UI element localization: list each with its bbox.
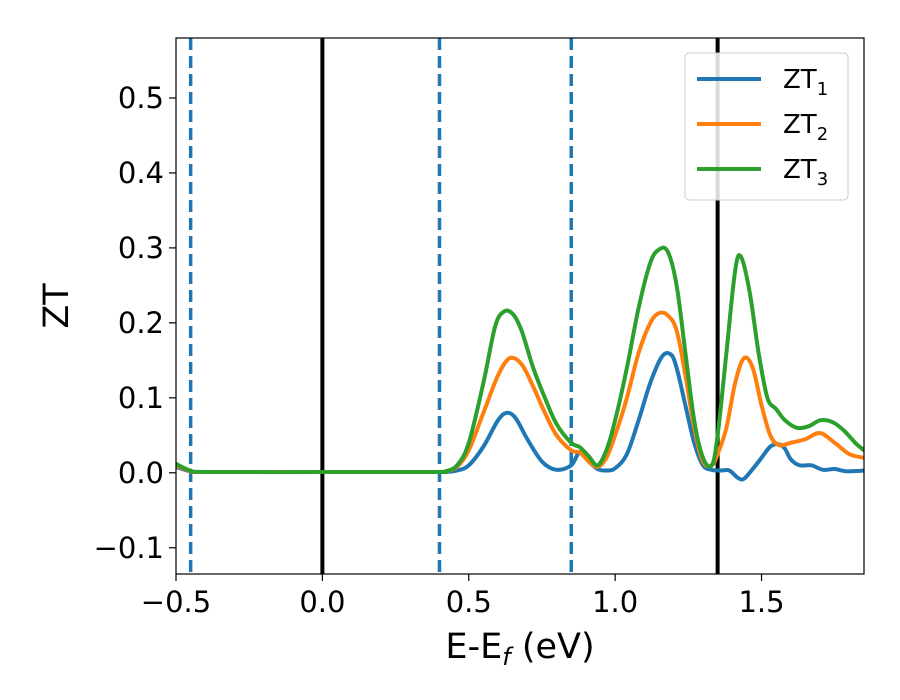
x-axis-label: E-Ef (eV)	[445, 627, 594, 671]
series-line-2	[176, 310, 864, 475]
legend-box	[684, 52, 849, 201]
y-axis-ticks: −0.1 0.0 0.1 0.2 0.3 0.4 0.5	[94, 81, 176, 565]
y-tick-label: 0.0	[118, 456, 164, 490]
x-axis-ticks: −0.5 0.0 0.5 1.0 1.5	[141, 574, 785, 619]
y-tick-label: 0.5	[118, 81, 164, 115]
y-tick-label: 0.2	[118, 306, 164, 340]
y-tick-label: 0.4	[118, 156, 164, 190]
legend-label-2: ZT2	[783, 110, 828, 145]
legend: ZT1 ZT2 ZT3	[684, 52, 849, 201]
x-tick-label: 1.5	[738, 585, 784, 619]
x-tick-label: 0.5	[446, 585, 492, 619]
y-tick-label: −0.1	[94, 531, 164, 565]
x-tick-label: −0.5	[141, 585, 211, 619]
y-tick-label: 0.3	[118, 231, 164, 265]
y-axis-label: ZT	[37, 283, 77, 329]
legend-label-3: ZT3	[783, 155, 828, 190]
plot-frame	[175, 37, 865, 575]
x-tick-label: 1.0	[592, 585, 638, 619]
x-tick-label: 0.0	[299, 585, 345, 619]
series-line-3	[176, 245, 864, 475]
legend-label-1: ZT1	[783, 65, 828, 100]
series-lines	[176, 245, 864, 482]
y-tick-label: 0.1	[118, 381, 164, 415]
